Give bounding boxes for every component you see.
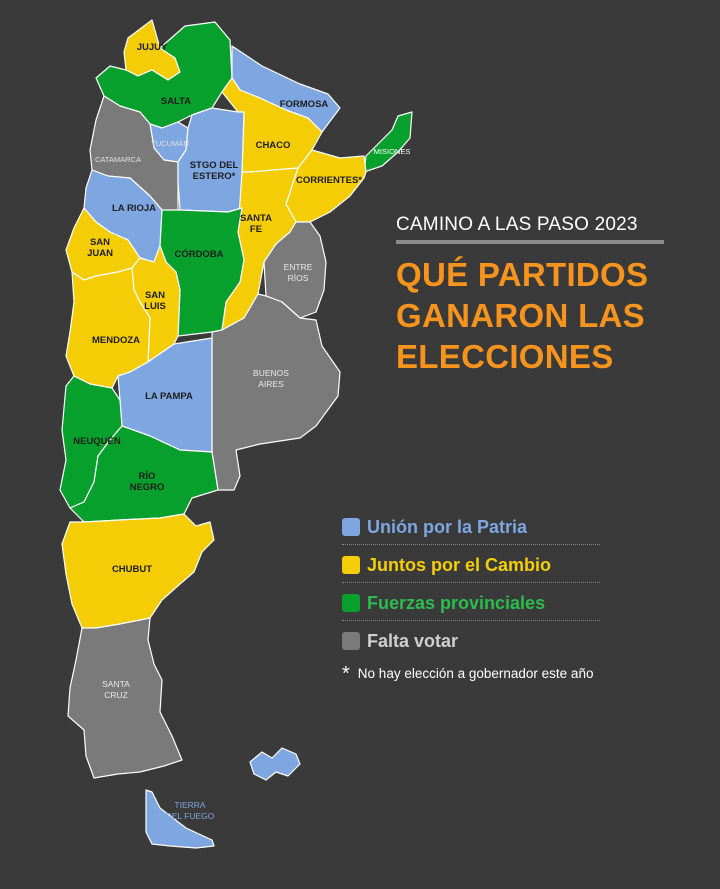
province-label-tierradelfuego: TIERRA DEL FUEGO [166,800,215,821]
legend-swatch [342,518,360,536]
province-label-lapampa: LA PAMPA [145,391,193,402]
legend-swatch [342,594,360,612]
province-label-line: CORRIENTES* [296,175,362,186]
province-label-line: FE [250,224,262,235]
legend-label: Falta votar [367,630,459,651]
province-label-buenosaires: BUENOS AIRES [253,368,289,389]
headline-line-2: GANARON LAS [396,297,645,334]
province-label-line: TUCUMÁN [151,139,189,148]
islands-shape [249,747,301,781]
province-label-line: CHUBUT [112,564,152,575]
province-label-line: CHACO [256,140,291,151]
province-label-line: TIERRA [174,800,206,810]
province-label-santacruz: SANTA CRUZ [102,679,130,700]
province-label-line: NEUQUÉN [73,436,121,447]
province-label-line: DEL FUEGO [166,811,215,821]
province-tierra-del-fuego[interactable] [145,789,215,849]
legend-item-provinciales: Fuerzas provinciales [342,586,600,621]
province-label-line: JUAN [87,248,113,259]
province-label-line: AIRES [258,379,284,389]
province-label-chubut: CHUBUT [112,564,152,575]
province-label-line: ENTRE [284,262,313,272]
province-label-chaco: CHACO [256,140,291,151]
province-label-salta: SALTA [161,96,191,107]
province-label-line: FORMOSA [280,99,329,110]
province-misiones[interactable] [363,111,413,173]
province-label-cordoba: CÓRDOBA [174,248,223,260]
province-label-rionegro: RÍO NEGRO [130,471,165,493]
province-label-santiago: STGO DEL ESTERO* [190,160,239,182]
province-chubut[interactable] [61,513,215,629]
province-label-line: CÓRDOBA [174,248,223,260]
legend: Unión por la Patria Juntos por el Cambio… [342,510,672,685]
province-label-line: STGO DEL [190,160,239,171]
province-label-santafe: SANTA FE [240,213,272,235]
province-label-line: SANTA [102,679,130,689]
legend-item-juntos: Juntos por el Cambio [342,548,600,583]
province-label-line: MENDOZA [92,335,140,346]
asterisk-icon: * [342,663,350,685]
province-label-mendoza: MENDOZA [92,335,140,346]
province-label-line: CRUZ [104,690,128,700]
province-label-jujuy: JUJUY [137,42,168,53]
province-label-entrerios: ENTRE RÍOS [284,262,313,283]
province-label-line: MISIONES [374,147,411,156]
province-label-sanluis: SAN LUIS [144,290,166,312]
legend-swatch [342,632,360,650]
province-label-catamarca: CATAMARCA [95,155,141,164]
legend-label: Fuerzas provinciales [367,592,546,613]
map-headline: QUÉ PARTIDOS GANARON LAS ELECCIONES [396,254,686,377]
province-label-formosa: FORMOSA [280,99,329,110]
province-label-line: BUENOS [253,368,289,378]
province-buenos-aires[interactable] [211,293,341,491]
headline-line-3: ELECCIONES [396,338,614,375]
province-label-line: CATAMARCA [95,155,141,164]
province-label-line: LA RIOJA [112,203,156,214]
province-label-line: LA PAMPA [145,391,193,402]
province-label-line: RÍO [139,471,156,482]
legend-label: Juntos por el Cambio [367,554,552,575]
legend-item-union: Unión por la Patria [342,510,600,545]
province-label-line: JUJUY [137,42,168,53]
legend-item-falta: Falta votar [342,624,600,658]
province-label-line: LUIS [144,301,166,312]
legend-note: * No hay elección a gobernador este año [342,663,672,685]
province-label-tucuman: TUCUMÁN [151,139,189,148]
legend-label: Unión por la Patria [367,516,528,537]
province-label-neuquen: NEUQUÉN [73,436,121,447]
province-label-sanjuan: SAN JUAN [87,237,113,259]
province-label-larioja: LA RIOJA [112,203,156,214]
province-label-corrientes: CORRIENTES* [296,175,362,186]
legend-note-text: No hay elección a gobernador este año [357,666,594,681]
title-block: CAMINO A LAS PASO 2023 QUÉ PARTIDOS GANA… [396,214,686,377]
province-label-line: SAN [145,290,165,301]
province-label-line: SAN [90,237,110,248]
province-label-misiones: MISIONES [374,147,411,156]
province-santa-cruz[interactable] [67,617,183,779]
province-label-line: SALTA [161,96,191,107]
province-label-line: RÍOS [288,273,309,283]
province-label-line: NEGRO [130,482,165,493]
legend-swatch [342,556,360,574]
map-kicker: CAMINO A LAS PASO 2023 [396,214,664,244]
headline-line-1: QUÉ PARTIDOS [396,256,649,293]
province-label-line: ESTERO* [193,171,236,182]
province-entre-rios[interactable] [263,221,327,319]
province-label-line: SANTA [240,213,272,224]
